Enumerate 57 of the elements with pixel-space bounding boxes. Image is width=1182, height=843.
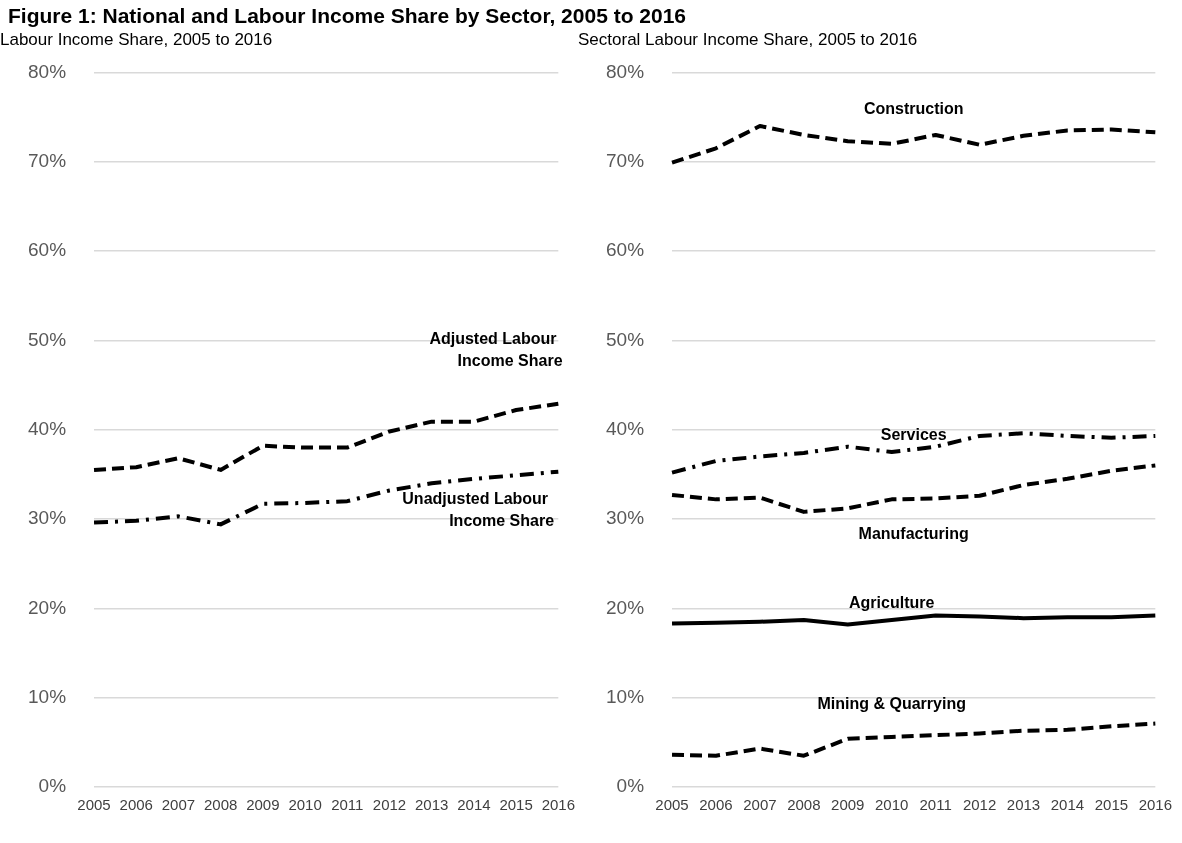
x-tick-label: 2006 [119, 796, 153, 814]
y-tick-label: 30% [28, 507, 67, 529]
x-tick-label: 2011 [919, 796, 952, 814]
y-tick-label: 80% [606, 60, 645, 82]
x-tick-label: 2008 [203, 796, 238, 814]
x-tick-label: 2013 [415, 796, 449, 814]
series-label: Unadjusted Labour Income Share [402, 490, 555, 530]
x-tick-label: 2009 [246, 796, 280, 814]
text: Adjusted Labour Income Share [429, 329, 563, 369]
y-tick-label: 80% [28, 60, 67, 82]
series-label: Agriculture [849, 594, 935, 612]
x-tick-label: 2011 [331, 796, 364, 814]
x-tick-label: 2010 [288, 796, 322, 814]
y-tick-label: 70% [606, 149, 645, 171]
x-tick-label: 2014 [1050, 796, 1085, 814]
x-tick-label: 2016 [1138, 796, 1172, 814]
y-tick-label: 50% [28, 328, 67, 350]
x-tick-label: 2009 [831, 796, 865, 814]
x-tick-label: 2016 [541, 796, 575, 814]
x-tick-label: 2007 [161, 796, 196, 814]
y-tick-label: 0% [616, 775, 645, 797]
y-tick-label: 10% [606, 685, 645, 707]
x-tick-label: 2012 [962, 796, 997, 814]
x-tick-label: 2005 [77, 796, 111, 814]
x-tick-label: 2014 [457, 796, 491, 814]
line-series [670, 124, 1158, 165]
y-tick-label: 60% [606, 239, 645, 261]
chart-subtitle: Labour Income Share, 2005 to 2016 [0, 29, 273, 49]
y-tick-label: 40% [606, 417, 645, 439]
y-tick-label: 10% [28, 685, 67, 707]
series-label: Mining & Quarrying [817, 695, 966, 713]
series-label: Manufacturing [858, 525, 969, 543]
x-tick-label: 2006 [699, 796, 733, 814]
x-tick-label: 2015 [1094, 796, 1129, 814]
x-tick-label: 2007 [743, 796, 777, 814]
x-tick-label: 2005 [655, 796, 689, 814]
x-tick-label: 2013 [1006, 796, 1041, 814]
y-tick-label: 0% [38, 775, 67, 797]
y-tick-label: 50% [606, 328, 645, 350]
x-tick-label: 2015 [499, 796, 533, 814]
y-tick-label: 40% [28, 417, 67, 439]
series-label: Construction [863, 99, 964, 117]
line-series [92, 469, 561, 527]
series-label: Services [880, 425, 947, 443]
y-tick-label: 70% [28, 149, 67, 171]
line-series [92, 401, 561, 472]
y-tick-label: 20% [606, 596, 645, 618]
chart-subtitle: Sectoral Labour Income Share, 2005 to 2016 [578, 29, 918, 49]
y-tick-label: 60% [28, 239, 67, 261]
line-series [670, 463, 1158, 514]
y-tick-label: 20% [28, 596, 67, 618]
y-tick-label: 30% [606, 507, 645, 529]
chart-title: Figure 1: National and Labour Income Share by Sector, 2005 to 2016 [8, 4, 687, 28]
x-tick-label: 2010 [875, 796, 909, 814]
x-tick-label: 2008 [787, 796, 821, 814]
line-series [670, 721, 1158, 758]
x-tick-label: 2012 [372, 796, 407, 814]
